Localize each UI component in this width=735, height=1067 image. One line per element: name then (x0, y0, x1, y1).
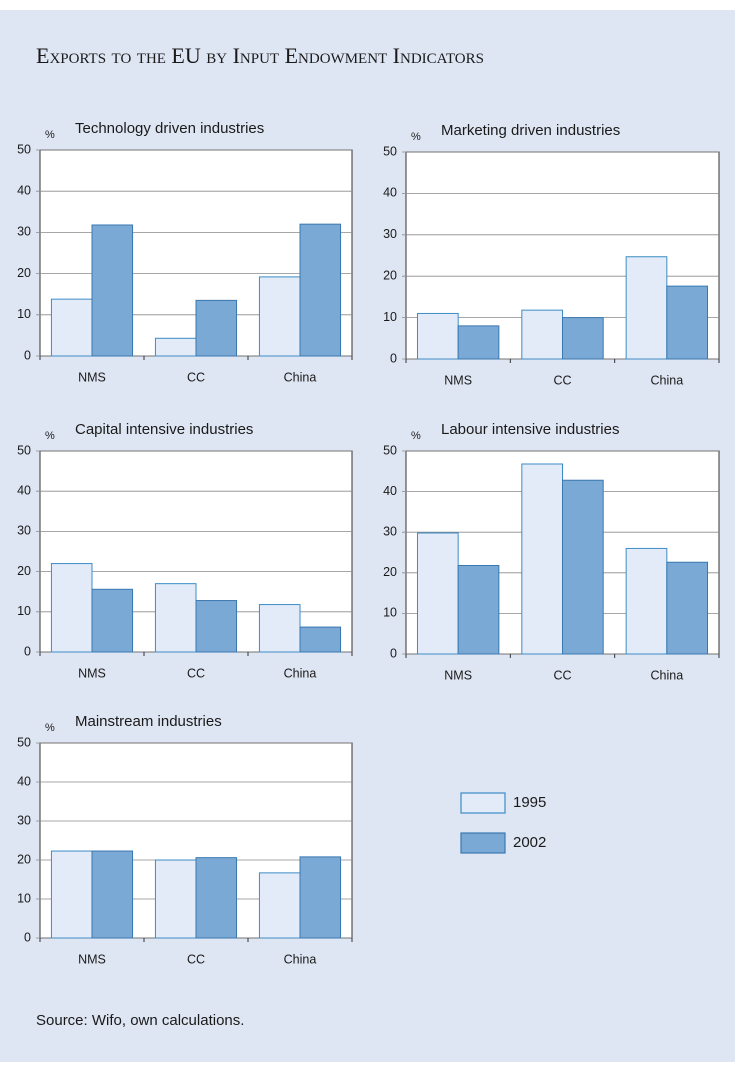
y-tick-label: 0 (24, 930, 31, 944)
bar (154, 583, 197, 653)
bar (195, 600, 238, 653)
y-axis-label: % (411, 430, 421, 442)
x-tick-label: China (284, 666, 317, 680)
x-tick-label: China (650, 668, 683, 682)
bar (258, 604, 301, 653)
chart-title: Marketing driven industries (441, 122, 620, 139)
legend-swatch (460, 792, 506, 814)
y-tick-label: 10 (17, 604, 31, 618)
bar (521, 463, 563, 655)
bar (154, 859, 197, 939)
y-tick-label: 20 (17, 266, 31, 280)
x-tick-label: NMS (444, 373, 472, 387)
y-tick-label: 50 (383, 443, 397, 457)
y-tick-label: 40 (383, 484, 397, 498)
x-tick-label: NMS (444, 668, 472, 682)
chart-title: Mainstream industries (75, 713, 222, 730)
y-tick-label: 10 (383, 310, 397, 324)
y-tick-label: 30 (17, 524, 31, 538)
chart-title: Technology driven industries (75, 120, 264, 137)
y-tick-label: 30 (17, 225, 31, 239)
y-tick-label: 30 (17, 813, 31, 827)
x-tick-label: China (650, 373, 683, 387)
bar (666, 285, 709, 360)
y-tick-label: 0 (390, 351, 397, 365)
y-tick-label: 50 (17, 735, 31, 749)
x-tick-label: NMS (78, 370, 106, 384)
bar (416, 532, 459, 655)
bar (91, 850, 134, 939)
x-tick-label: CC (187, 666, 205, 680)
legend-label: 2002 (513, 834, 546, 851)
y-axis-label: % (45, 430, 55, 442)
y-tick-label: 50 (17, 142, 31, 156)
bar (625, 256, 668, 360)
bar (299, 626, 342, 653)
y-tick-label: 0 (390, 646, 397, 660)
x-tick-label: CC (187, 370, 205, 384)
bar (258, 276, 301, 357)
bar (50, 850, 93, 939)
bar (195, 857, 238, 939)
x-tick-label: CC (553, 668, 571, 682)
y-tick-label: 50 (383, 144, 397, 158)
bar (50, 563, 93, 653)
y-tick-label: 20 (383, 565, 397, 579)
legend-swatch (460, 832, 506, 854)
y-tick-label: 0 (24, 644, 31, 658)
x-tick-label: CC (553, 373, 571, 387)
x-tick-label: NMS (78, 666, 106, 680)
bar (91, 224, 134, 357)
bar (457, 564, 500, 655)
y-tick-label: 0 (24, 348, 31, 362)
chart-title: Capital intensive industries (75, 421, 253, 438)
y-tick-label: 40 (383, 186, 397, 200)
source-note: Source: Wifo, own calculations. (36, 1012, 244, 1029)
y-tick-label: 40 (17, 483, 31, 497)
x-tick-label: NMS (78, 952, 106, 966)
y-tick-label: 20 (17, 852, 31, 866)
bar (195, 299, 238, 357)
y-tick-label: 50 (17, 443, 31, 457)
legend-label: 1995 (513, 794, 546, 811)
bar (416, 312, 459, 360)
y-axis-label: % (411, 131, 421, 143)
y-axis-label: % (45, 129, 55, 141)
bar (91, 588, 134, 653)
bar (457, 325, 500, 360)
x-tick-label: China (284, 952, 317, 966)
y-tick-label: 10 (17, 307, 31, 321)
x-tick-label: China (284, 370, 317, 384)
bar (562, 479, 604, 655)
figure-title: Exports to the EU by Input Endowment Ind… (36, 43, 484, 68)
y-tick-label: 40 (17, 774, 31, 788)
y-axis-label: % (45, 722, 55, 734)
bar (154, 337, 197, 357)
bar (666, 561, 709, 655)
bar (299, 856, 342, 939)
bar (625, 547, 668, 655)
y-tick-label: 40 (17, 183, 31, 197)
y-tick-label: 20 (383, 268, 397, 282)
y-tick-label: 10 (383, 606, 397, 620)
y-tick-label: 30 (383, 524, 397, 538)
chart-title: Labour intensive industries (441, 421, 619, 438)
bar (562, 317, 604, 360)
y-tick-label: 30 (383, 227, 397, 241)
y-tick-label: 20 (17, 564, 31, 578)
y-tick-label: 10 (17, 891, 31, 905)
bar (299, 223, 342, 357)
bar (521, 309, 563, 360)
x-tick-label: CC (187, 952, 205, 966)
bar (258, 872, 301, 939)
bar (50, 298, 93, 357)
